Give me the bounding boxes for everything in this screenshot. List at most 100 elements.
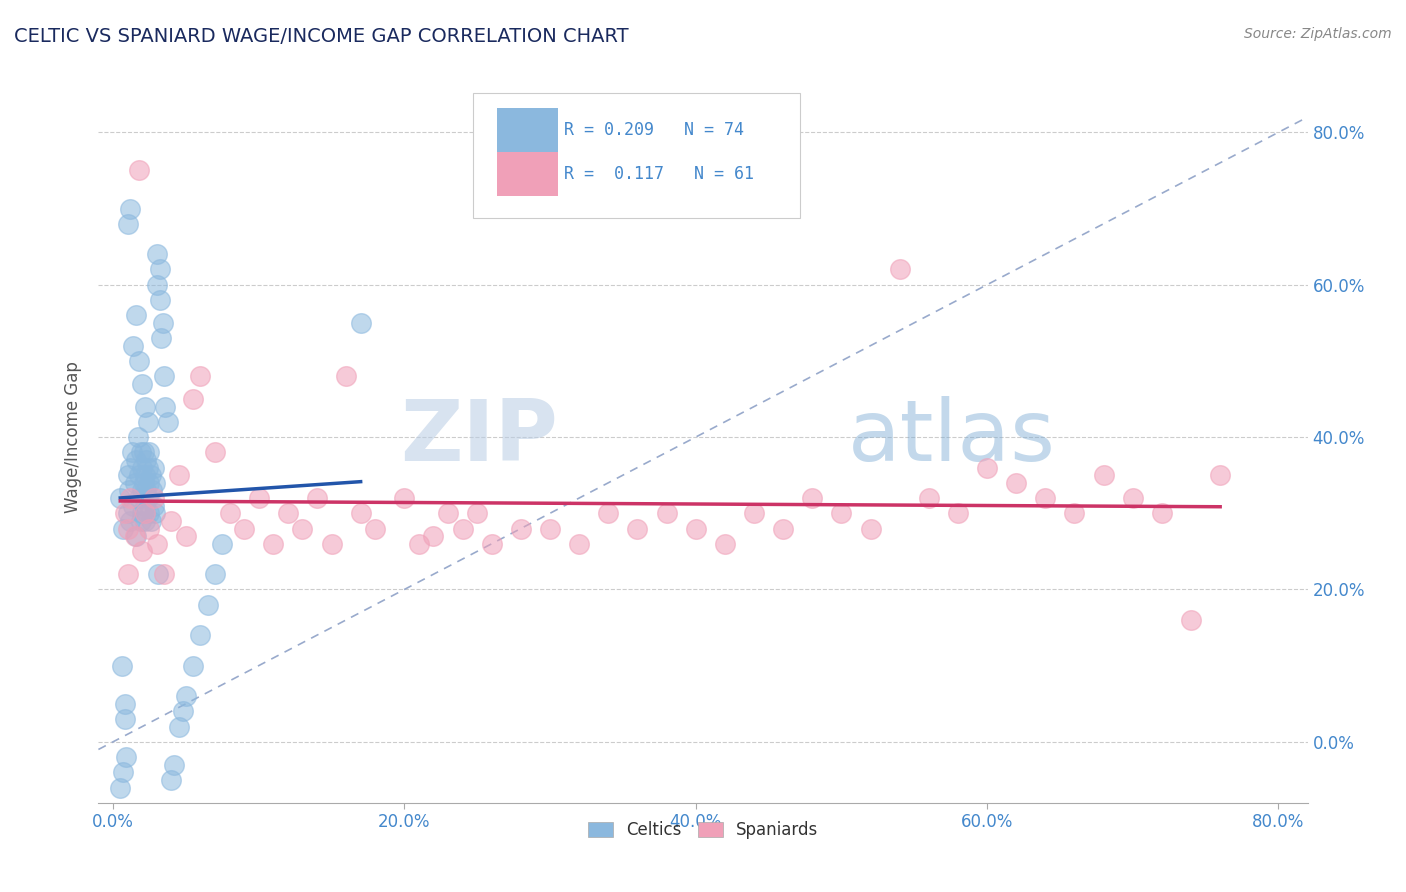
Point: [122, 499, 145, 513]
Point: [174, 689, 197, 703]
Point: [138, 445, 160, 459]
Point: [1033, 491, 1056, 505]
Point: [120, 202, 142, 216]
Point: [481, 537, 503, 551]
Point: [134, 514, 156, 528]
Point: [685, 521, 707, 535]
Point: [136, 415, 159, 429]
Point: [149, 262, 172, 277]
Point: [153, 567, 176, 582]
Text: Source: ZipAtlas.com: Source: ZipAtlas.com: [1244, 27, 1392, 41]
Point: [181, 392, 204, 406]
Point: [134, 499, 156, 513]
Point: [131, 506, 153, 520]
Point: [174, 529, 197, 543]
Point: [136, 460, 159, 475]
Text: atlas: atlas: [848, 395, 1056, 479]
Point: [112, 521, 135, 535]
FancyBboxPatch shape: [474, 94, 800, 218]
Point: [132, 475, 155, 490]
Point: [110, 491, 132, 505]
Point: [129, 514, 152, 528]
Point: [350, 316, 373, 330]
Point: [120, 491, 142, 505]
Point: [124, 529, 146, 543]
Point: [509, 521, 531, 535]
Point: [859, 521, 882, 535]
Legend: Celtics, Spaniards: Celtics, Spaniards: [581, 814, 825, 846]
Point: [291, 521, 314, 535]
Point: [139, 468, 162, 483]
Point: [135, 483, 157, 498]
Point: [976, 460, 998, 475]
Point: [118, 483, 141, 498]
Point: [115, 750, 138, 764]
Point: [408, 537, 430, 551]
Point: [149, 293, 172, 307]
Point: [134, 506, 156, 520]
Point: [129, 445, 152, 459]
Point: [111, 658, 134, 673]
Point: [538, 521, 561, 535]
Point: [160, 514, 183, 528]
Point: [262, 537, 284, 551]
Point: [190, 369, 212, 384]
Point: [889, 262, 911, 277]
Point: [233, 521, 256, 535]
Point: [1092, 468, 1115, 483]
Point: [801, 491, 824, 505]
Point: [135, 453, 157, 467]
Point: [120, 514, 142, 528]
Point: [335, 369, 357, 384]
Point: [153, 369, 176, 384]
Point: [136, 491, 159, 505]
Point: [830, 506, 852, 520]
Point: [142, 491, 165, 505]
Text: ZIP: ZIP: [401, 395, 558, 479]
Point: [277, 506, 299, 520]
Point: [321, 537, 343, 551]
Point: [181, 658, 204, 673]
Point: [167, 720, 190, 734]
FancyBboxPatch shape: [498, 152, 558, 195]
Point: [197, 598, 219, 612]
Point: [117, 521, 139, 535]
Point: [145, 247, 167, 261]
Point: [131, 544, 153, 558]
Point: [451, 521, 474, 535]
Point: [204, 567, 226, 582]
Point: [141, 483, 163, 498]
FancyBboxPatch shape: [498, 108, 558, 152]
Point: [128, 163, 150, 178]
Point: [128, 491, 150, 505]
Point: [364, 521, 387, 535]
Point: [134, 468, 156, 483]
Point: [394, 491, 416, 505]
Point: [714, 537, 737, 551]
Point: [155, 400, 177, 414]
Point: [138, 521, 160, 535]
Point: [157, 415, 180, 429]
Point: [247, 491, 270, 505]
Point: [946, 506, 969, 520]
Point: [114, 506, 136, 520]
Point: [127, 430, 149, 444]
Y-axis label: Wage/Income Gap: Wage/Income Gap: [65, 361, 83, 513]
Point: [117, 468, 139, 483]
Point: [150, 331, 173, 345]
Point: [117, 217, 139, 231]
Point: [139, 514, 162, 528]
Point: [145, 537, 167, 551]
Point: [142, 460, 165, 475]
Point: [142, 499, 165, 513]
Point: [128, 354, 150, 368]
Point: [143, 506, 166, 520]
Point: [125, 308, 148, 322]
Point: [211, 537, 233, 551]
Point: [131, 376, 153, 391]
Point: [163, 757, 186, 772]
Point: [120, 460, 142, 475]
Point: [121, 445, 143, 459]
Text: R =  0.117   N = 61: R = 0.117 N = 61: [564, 165, 754, 183]
Text: R = 0.209   N = 74: R = 0.209 N = 74: [564, 121, 744, 139]
